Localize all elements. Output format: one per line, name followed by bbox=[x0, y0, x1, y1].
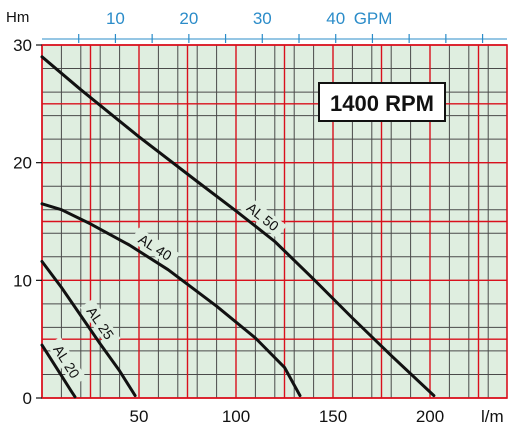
y-tick-label: 10 bbox=[13, 271, 32, 290]
curve-label-bg bbox=[238, 195, 287, 239]
x-tick-label: 100 bbox=[222, 407, 250, 426]
y-tick-label: 20 bbox=[13, 154, 32, 173]
major-grid bbox=[41, 44, 508, 399]
top-tick-label: 10 bbox=[106, 9, 125, 28]
curve-al-25 bbox=[40, 260, 137, 398]
top-tick-label: 20 bbox=[179, 9, 198, 28]
y-axis-unit-label: Hm bbox=[6, 9, 29, 26]
x-tick-label: 200 bbox=[416, 407, 444, 426]
top-axis: 10 20 30 40 GPM bbox=[42, 9, 507, 43]
top-tick-label: 30 bbox=[253, 9, 272, 28]
x-axis-unit-label: l/m bbox=[481, 407, 504, 426]
x-tick-label: 50 bbox=[130, 407, 149, 426]
curve-al-20 bbox=[40, 343, 77, 399]
curve-label-bg bbox=[46, 336, 87, 387]
curve-label-bg bbox=[130, 227, 180, 268]
rpm-badge: 1400 RPM bbox=[318, 82, 446, 122]
top-axis-unit-label: GPM bbox=[354, 9, 393, 28]
top-tick-label: 40 bbox=[326, 9, 345, 28]
x-tick-label: 150 bbox=[319, 407, 347, 426]
x-axis: 50 100 150 200 bbox=[130, 407, 445, 426]
rpm-badge-text: 1400 RPM bbox=[330, 91, 434, 116]
plot-border bbox=[41, 44, 508, 399]
y-axis: 0 10 20 30 bbox=[13, 36, 42, 408]
y-tick-label: 0 bbox=[23, 389, 32, 408]
curve-al-40 bbox=[40, 202, 302, 398]
curve-al-50 bbox=[40, 55, 436, 398]
pump-curves bbox=[40, 55, 436, 399]
curve-label-bg bbox=[80, 298, 121, 348]
y-tick-label: 30 bbox=[13, 36, 32, 55]
rpm-badge-frame bbox=[318, 82, 446, 122]
